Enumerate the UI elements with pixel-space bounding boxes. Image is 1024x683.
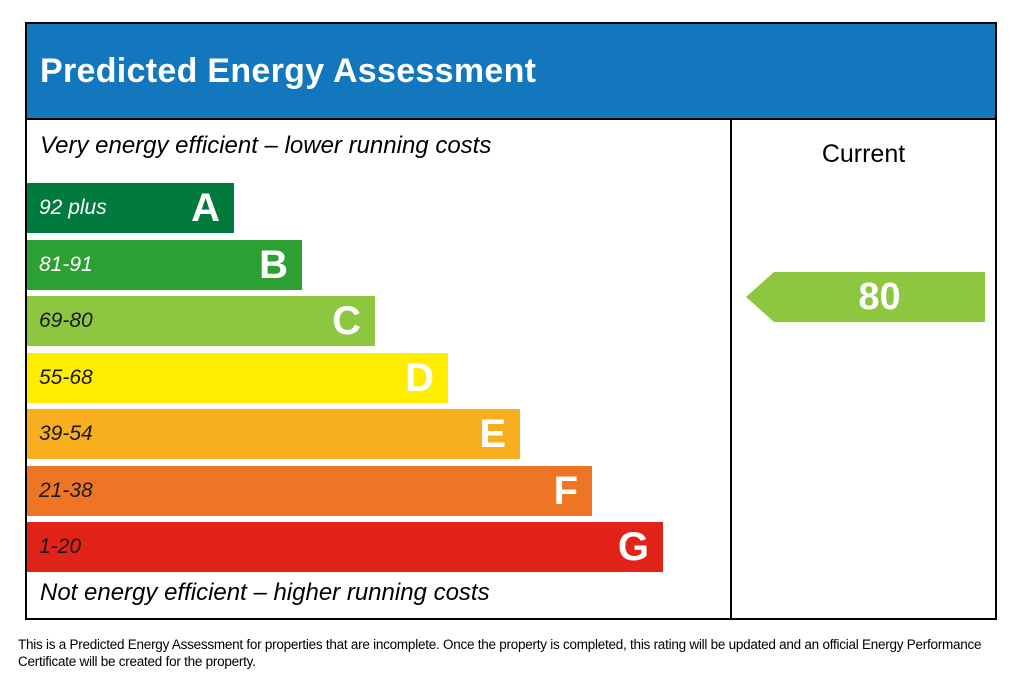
certificate-title: Predicted Energy Assessment bbox=[40, 51, 537, 90]
current-column-header: Current bbox=[821, 140, 906, 168]
band-row-c: 69-80 C bbox=[27, 296, 375, 346]
current-rating-arrow: 80 bbox=[746, 272, 985, 322]
band-range-label: 39-54 bbox=[39, 422, 93, 445]
caption-very-efficient: Very energy efficient – lower running co… bbox=[40, 132, 492, 159]
band-range-label: 92 plus bbox=[39, 196, 107, 219]
caption-not-efficient: Not energy efficient – higher running co… bbox=[40, 579, 490, 606]
current-rating-value: 80 bbox=[858, 276, 901, 318]
band-row-g: 1-20 G bbox=[27, 522, 663, 572]
rating-scale-panel: Very energy efficient – lower running co… bbox=[27, 120, 732, 618]
band-row-b: 81-91 B bbox=[27, 240, 302, 290]
band-grade-letter: G bbox=[617, 525, 649, 569]
band-grade-letter: F bbox=[553, 469, 578, 513]
certificate-header: Predicted Energy Assessment bbox=[27, 24, 995, 120]
band-grade-letter: E bbox=[479, 412, 506, 456]
band-grade-letter: B bbox=[259, 243, 288, 287]
band-grade-letter: C bbox=[332, 299, 361, 343]
band-grade-letter: A bbox=[191, 186, 220, 230]
band-range-label: 81-91 bbox=[39, 253, 93, 276]
band-row-f: 21-38 F bbox=[27, 466, 592, 516]
band-range-label: 1-20 bbox=[39, 535, 82, 558]
certificate-body: Very energy efficient – lower running co… bbox=[27, 120, 995, 618]
band-range-label: 69-80 bbox=[39, 309, 93, 332]
band-row-a: 92 plus A bbox=[27, 183, 234, 233]
band-range-label: 21-38 bbox=[39, 479, 93, 502]
energy-assessment-certificate: Predicted Energy Assessment Very energy … bbox=[25, 22, 997, 620]
band-grade-letter: D bbox=[405, 356, 434, 400]
band-range-label: 55-68 bbox=[39, 366, 93, 389]
band-row-e: 39-54 E bbox=[27, 409, 520, 459]
band-row-d: 55-68 D bbox=[27, 353, 448, 403]
footer-note: This is a Predicted Energy Assessment fo… bbox=[18, 637, 982, 669]
arrow-shape bbox=[746, 272, 985, 322]
current-rating-panel: Current 80 bbox=[732, 120, 995, 618]
